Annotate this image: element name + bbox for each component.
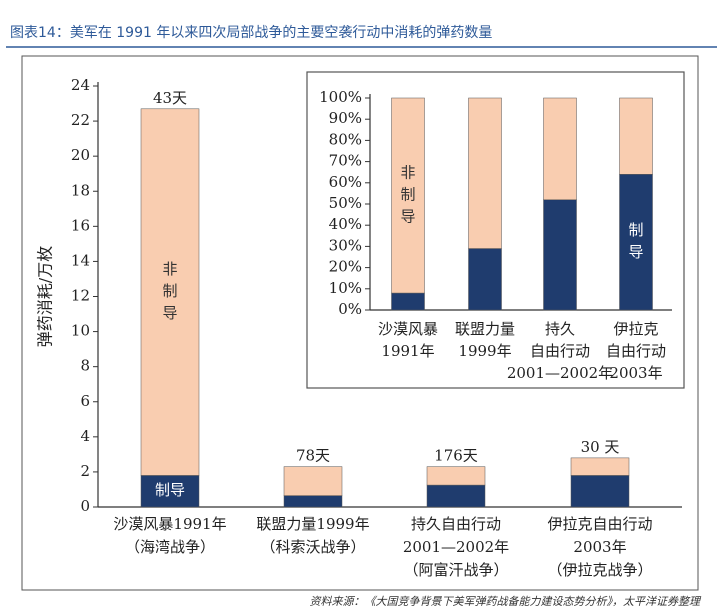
segment-label-line: 非: [162, 260, 177, 278]
x-tick-label-line: 2003年: [573, 538, 626, 556]
y-tick-label: 10%: [329, 279, 362, 297]
x-tick-label-line: 持久: [545, 320, 575, 338]
y-tick-label: 40%: [329, 215, 362, 233]
bar-segment: [570, 457, 630, 476]
bar-segment: [283, 466, 343, 496]
bar-segment: [468, 97, 502, 249]
bar-segment: [391, 292, 425, 311]
segment-label-line: 制: [628, 221, 643, 239]
x-tick-label-line: 1999年: [458, 342, 511, 360]
x-tick-label-line: 持久自由行动: [411, 515, 501, 533]
x-tick-label-line: 自由行动: [606, 342, 666, 360]
segment-label: 非制导: [162, 260, 177, 322]
x-tick-label-line: 联盟力量: [455, 320, 515, 338]
x-tick-label-line: 伊拉克自由行动: [547, 515, 652, 533]
y-tick-label: 50%: [329, 194, 362, 212]
segment-label-line: 导: [628, 243, 643, 261]
x-tick-label: 持久自由行动 2001—2002年: [507, 320, 613, 382]
bar-segment: [543, 199, 577, 311]
y-tick-label: 6: [80, 392, 90, 410]
y-tick-label: 22: [71, 111, 90, 129]
segment-label-line: 导: [162, 304, 177, 322]
y-tick-label: 100%: [319, 88, 362, 106]
source: 资料来源：《大国竞争背景下美军弹药战备能力建设态势分析》，太平洋证券整理: [310, 595, 702, 608]
x-tick-label: 沙漠风暴1991年 （海湾战争）: [113, 515, 226, 556]
y-tick-label: 24: [71, 76, 90, 94]
x-tick-label: 持久自由行动 2001—2002年 （阿富汗战争）: [403, 515, 509, 579]
bar-segment: [543, 97, 577, 201]
segment-label-line: 制: [400, 186, 415, 204]
x-tick-label: 沙漠风暴 1991年: [378, 320, 438, 360]
segment-label-line: 制导: [155, 481, 185, 499]
title: 图表14：美军在 1991 年以来四次局部战争的主要空袭行动中消耗的弹药数量: [10, 25, 492, 41]
y-tick-label: 16: [71, 216, 90, 234]
segment-label-line: 制: [162, 282, 177, 300]
x-tick-label-line: （海湾战争）: [125, 538, 215, 556]
bar-segment: [283, 495, 343, 508]
y-tick-label: 70%: [329, 152, 362, 170]
bar-segment: [140, 475, 200, 508]
segment-label: 非制导: [400, 164, 415, 226]
y-tick-label: 10: [71, 322, 90, 340]
y-tick-label: 12: [71, 287, 90, 305]
y-tick-label: 2: [80, 462, 90, 480]
x-tick-label-line: 联盟力量1999年: [256, 515, 369, 533]
value-label: 43天: [153, 89, 187, 107]
x-tick-label-line: 1991年: [381, 342, 434, 360]
y-tick-label: 0: [80, 497, 90, 515]
x-tick-label-line: 2001—2002年: [403, 538, 509, 556]
x-tick-label: 联盟力量 1999年: [455, 320, 515, 360]
y-tick-label: 4: [80, 427, 90, 445]
x-tick-label-line: 沙漠风暴1991年: [113, 515, 226, 533]
bar-segment: [140, 108, 200, 476]
y-tick-label: 60%: [329, 173, 362, 191]
value-label: 30 天: [581, 438, 620, 456]
x-tick-label-line: （阿富汗战争）: [403, 561, 508, 579]
y-tick-label: 0%: [338, 300, 362, 318]
bar-segment: [468, 248, 502, 311]
y-tick-label: 14: [71, 251, 90, 269]
segment-label-line: 导: [400, 208, 415, 226]
x-tick-label: 伊拉克自由行动 2003年: [606, 320, 666, 382]
x-tick-label-line: （伊拉克战争）: [547, 561, 652, 579]
x-tick-label-line: 2001—2002年: [507, 364, 613, 382]
x-tick-label-line: 2003年: [609, 364, 662, 382]
y-tick-label: 18: [71, 181, 90, 199]
x-tick-label: 伊拉克自由行动 2003年 （伊拉克战争）: [547, 515, 652, 579]
y-tick-label: 20%: [329, 258, 362, 276]
y-axis-label: 弹药消耗/万枚: [36, 246, 55, 347]
x-tick-label-line: 沙漠风暴: [378, 320, 438, 338]
y-tick-label: 80%: [329, 130, 362, 148]
bar-segment: [426, 484, 486, 508]
x-tick-label: 联盟力量1999年 （科索沃战争）: [256, 515, 369, 556]
x-tick-label-line: （科索沃战争）: [260, 538, 365, 556]
bar-segment: [391, 97, 425, 294]
segment-label-line: 非: [400, 164, 415, 182]
x-tick-label-line: 自由行动: [530, 342, 590, 360]
bar-segment: [619, 174, 653, 311]
value-label: 78天: [296, 447, 330, 465]
y-tick-label: 90%: [329, 109, 362, 127]
bar-segment: [426, 466, 486, 486]
bar-segment: [619, 97, 653, 175]
y-tick-label: 20: [71, 146, 90, 164]
y-tick-label: 30%: [329, 236, 362, 254]
x-tick-label-line: 伊拉克: [613, 320, 658, 338]
segment-label: 制导: [628, 221, 643, 261]
bar-segment: [570, 475, 630, 508]
y-tick-label: 8: [80, 357, 90, 375]
chart-frame: [21, 55, 699, 591]
segment-label: 制导: [155, 481, 185, 499]
value-label: 176天: [434, 447, 478, 465]
